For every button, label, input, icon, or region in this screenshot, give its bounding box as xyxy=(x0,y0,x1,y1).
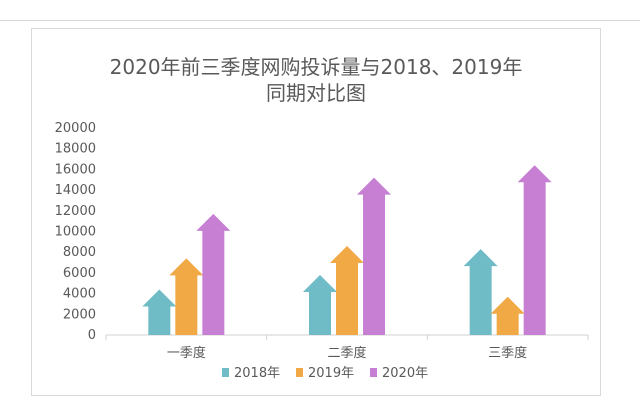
bar-3-3 xyxy=(517,165,552,335)
category-label: 三季度 xyxy=(488,345,527,361)
top-divider xyxy=(0,20,640,21)
chart-title-line-2: 同期对比图 xyxy=(266,81,366,105)
bar-3-2 xyxy=(490,296,525,335)
y-tick-label: 4000 xyxy=(63,287,96,302)
y-tick-label: 8000 xyxy=(63,245,96,260)
y-tick-label: 0 xyxy=(88,328,96,343)
category-label: 二季度 xyxy=(327,345,366,361)
legend-label: 2020年 xyxy=(382,366,428,381)
bar-2-3 xyxy=(357,177,391,335)
chart-title: 2020年前三季度网购投诉量与2018、2019年 同期对比图 xyxy=(31,54,601,106)
y-tick-label: 12000 xyxy=(55,204,96,219)
legend-label: 2018年 xyxy=(234,366,280,381)
y-tick-label: 18000 xyxy=(55,142,96,157)
y-tick-label: 20000 xyxy=(55,121,96,136)
category-label: 一季度 xyxy=(167,345,206,361)
bar-2-2 xyxy=(330,245,364,335)
y-tick-label: 2000 xyxy=(63,307,96,322)
y-tick-label: 16000 xyxy=(55,162,96,177)
legend-label: 2019年 xyxy=(308,366,354,381)
bar-2-1 xyxy=(303,274,337,335)
bar-1-1 xyxy=(142,289,177,335)
legend-swatch xyxy=(296,368,303,377)
legend-swatch xyxy=(370,368,377,377)
bar-3-1 xyxy=(463,249,498,335)
bar-1-3 xyxy=(196,213,231,335)
y-tick-label: 14000 xyxy=(55,183,96,198)
chart-title-line-1: 2020年前三季度网购投诉量与2018、2019年 xyxy=(109,55,523,79)
y-tick-label: 6000 xyxy=(63,266,96,281)
legend-swatch xyxy=(222,368,229,377)
y-tick-label: 10000 xyxy=(55,225,96,240)
bar-1-2 xyxy=(169,258,204,335)
